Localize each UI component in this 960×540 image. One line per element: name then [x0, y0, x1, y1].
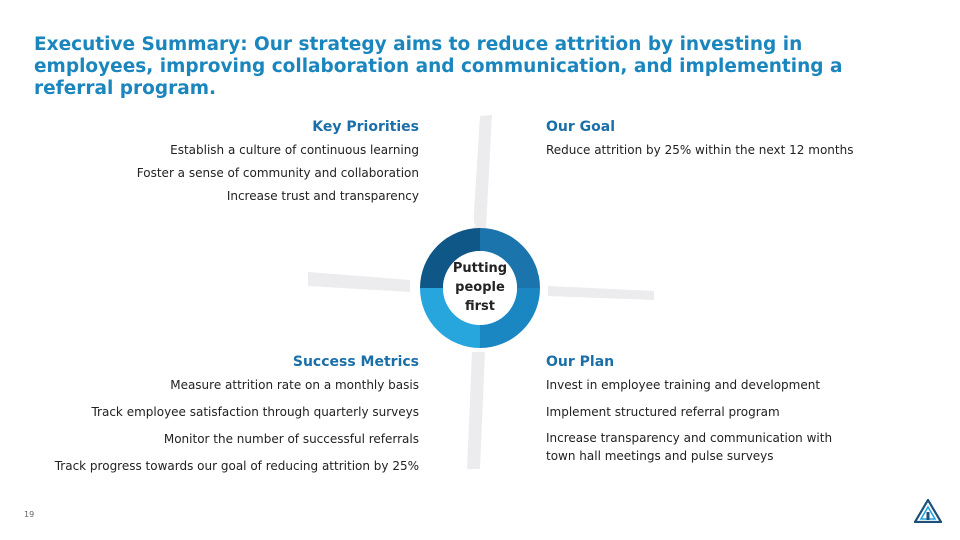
list-item: Track progress towards our goal of reduc…	[54, 459, 419, 473]
segment-02	[480, 288, 540, 348]
segment-03	[420, 288, 480, 348]
list-item: Invest in employee training and developm…	[546, 378, 821, 392]
list-item: Foster a sense of community and collabor…	[136, 166, 419, 180]
list-item: Monitor the number of successful referra…	[163, 432, 419, 446]
key-priorities-heading: Key Priorities	[312, 119, 419, 135]
our-goal-list: Reduce attrition by 25% within the next …	[546, 142, 926, 158]
segment-label-01: 01	[537, 265, 555, 280]
our-plan-list: Invest in employee training and developm…	[546, 377, 866, 465]
our-plan-section: Our Plan Invest in employee training and…	[546, 353, 866, 465]
cross-arm-right	[548, 286, 654, 300]
our-plan-heading: Our Plan	[546, 354, 615, 370]
wheel-center-label: Putting people first	[440, 259, 520, 316]
our-goal-heading: Our Goal	[546, 119, 616, 135]
segment-label-02: 02	[484, 349, 502, 364]
segment-label-04: 04	[458, 217, 476, 232]
cross-arm-bottom	[467, 352, 485, 469]
cross-arm-left	[308, 272, 410, 292]
list-item: Measure attrition rate on a monthly basi…	[170, 378, 419, 392]
segment-01	[480, 228, 540, 288]
list-item: Increase trust and transparency	[226, 189, 419, 203]
list-item: Implement structured referral program	[546, 405, 780, 419]
center-line-3: first	[465, 299, 495, 314]
triangle-logo-icon	[914, 499, 942, 523]
success-metrics-heading: Success Metrics	[292, 354, 419, 370]
our-goal-section: Our Goal Reduce attrition by 25% within …	[546, 118, 926, 158]
page-number: 19	[24, 510, 35, 519]
cross-arm-top	[473, 115, 492, 228]
success-metrics-section: Success Metrics Measure attrition rate o…	[20, 353, 419, 474]
list-item: Establish a culture of continuous learni…	[170, 143, 419, 157]
slide-title: Executive Summary: Our strategy aims to …	[34, 34, 843, 99]
key-priorities-list: Establish a culture of continuous learni…	[40, 142, 419, 204]
success-metrics-list: Measure attrition rate on a monthly basi…	[20, 377, 419, 474]
center-line-1: Putting	[452, 261, 508, 276]
center-line-2: people	[455, 280, 505, 295]
wheel-center	[443, 251, 517, 325]
segment-04	[420, 228, 480, 288]
list-item: Track employee satisfaction through quar…	[91, 405, 419, 419]
list-item: Reduce attrition by 25% within the next …	[546, 143, 854, 157]
key-priorities-section: Key Priorities Establish a culture of co…	[40, 118, 419, 204]
segment-label-03: 03	[404, 295, 422, 310]
list-item: Increase transparency and communication …	[546, 431, 833, 463]
